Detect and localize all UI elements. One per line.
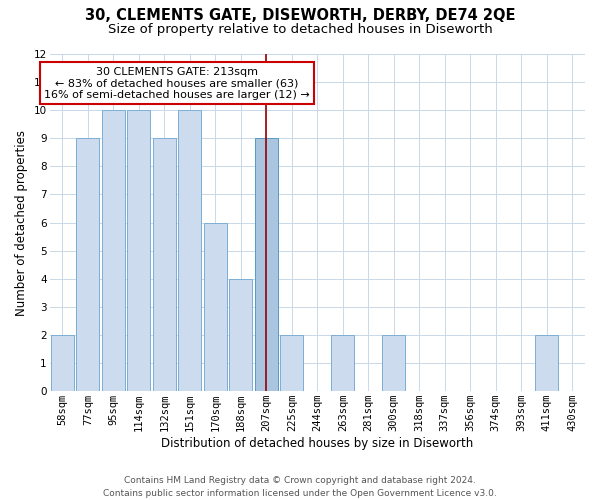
Text: Size of property relative to detached houses in Diseworth: Size of property relative to detached ho… [107,22,493,36]
Bar [331,335,354,391]
Bar [535,335,558,391]
Bar [280,335,303,391]
Bar [153,138,176,391]
Bar [229,279,252,391]
Bar [204,222,227,391]
Bar [178,110,201,391]
Bar [51,335,74,391]
Text: 30 CLEMENTS GATE: 213sqm
← 83% of detached houses are smaller (63)
16% of semi-d: 30 CLEMENTS GATE: 213sqm ← 83% of detach… [44,66,310,100]
Bar [382,335,405,391]
Text: Contains HM Land Registry data © Crown copyright and database right 2024.
Contai: Contains HM Land Registry data © Crown c… [103,476,497,498]
Text: 30, CLEMENTS GATE, DISEWORTH, DERBY, DE74 2QE: 30, CLEMENTS GATE, DISEWORTH, DERBY, DE7… [85,8,515,22]
X-axis label: Distribution of detached houses by size in Diseworth: Distribution of detached houses by size … [161,437,473,450]
Bar [76,138,100,391]
Bar [127,110,150,391]
Y-axis label: Number of detached properties: Number of detached properties [15,130,28,316]
Bar [102,110,125,391]
Bar [255,138,278,391]
